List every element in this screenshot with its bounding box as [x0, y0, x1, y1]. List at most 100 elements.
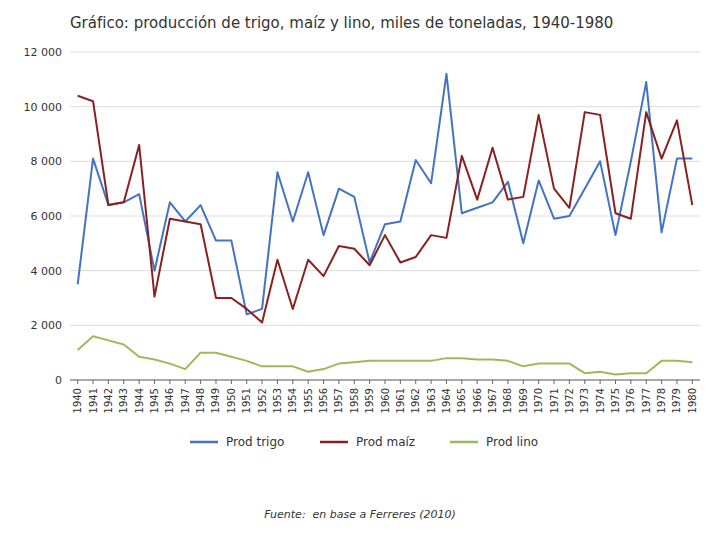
x-tick-label: 1968: [502, 388, 513, 413]
x-tick: [185, 380, 186, 384]
x-tick-label: 1978: [656, 388, 667, 413]
y-tick-label: 8 000: [31, 155, 63, 168]
x-tick: [108, 380, 109, 384]
x-tick: [446, 380, 447, 384]
x-tick: [123, 380, 124, 384]
x-tick-label: 1961: [395, 388, 406, 413]
x-tick-label: 1941: [88, 388, 99, 413]
legend: Prod trigo Prod maíz Prod lino: [190, 435, 538, 449]
x-tick: [415, 380, 416, 384]
x-tick-label: 1965: [456, 388, 467, 413]
x-tick: [169, 380, 170, 384]
x-tick: [338, 380, 339, 384]
x-tick-label: 1955: [303, 388, 314, 413]
x-tick: [676, 380, 677, 384]
x-tick-label: 1973: [579, 388, 590, 413]
x-tick: [139, 380, 140, 384]
x-tick: [507, 380, 508, 384]
x-tick-label: 1975: [610, 388, 621, 413]
x-tick-label: 1979: [671, 388, 682, 413]
legend-label: Prod trigo: [226, 435, 284, 449]
x-tick-label: 1953: [272, 388, 283, 413]
x-tick: [400, 380, 401, 384]
x-tick: [93, 380, 94, 384]
x-tick-label: 1942: [103, 388, 114, 413]
x-tick-label: 1964: [441, 388, 452, 413]
x-tick-label: 1976: [625, 388, 636, 413]
lines: [78, 74, 693, 375]
x-tick: [615, 380, 616, 384]
x-tick: [215, 380, 216, 384]
grid-line: [70, 106, 700, 107]
x-tick: [646, 380, 647, 384]
series-line: [78, 336, 693, 374]
x-tick: [461, 380, 462, 384]
y-tick-label: 12 000: [24, 46, 63, 59]
legend-swatch: [450, 441, 478, 444]
x-tick-label: 1958: [349, 388, 360, 413]
legend-label: Prod maíz: [356, 435, 415, 449]
grid-line: [70, 216, 700, 217]
x-tick-label: 1974: [595, 388, 606, 413]
grid-line: [70, 325, 700, 326]
x-tick: [354, 380, 355, 384]
legend-label: Prod lino: [486, 435, 538, 449]
x-tick-label: 1970: [533, 388, 544, 413]
series-line: [78, 96, 693, 323]
grid-line: [70, 161, 700, 162]
x-tick: [630, 380, 631, 384]
x-tick-label: 1969: [518, 388, 529, 413]
x-tick-label: 1960: [380, 388, 391, 413]
x-tick: [262, 380, 263, 384]
x-tick: [492, 380, 493, 384]
y-tick-label: 4 000: [31, 265, 63, 278]
x-tick-label: 1945: [149, 388, 160, 413]
x-tick-label: 1954: [287, 388, 298, 413]
x-tick: [154, 380, 155, 384]
x-tick-label: 1966: [472, 388, 483, 413]
x-tick-label: 1946: [164, 388, 175, 413]
y-tick-label: 10 000: [24, 101, 63, 114]
x-tick: [554, 380, 555, 384]
x-tick-label: 1940: [72, 388, 83, 413]
x-tick-label: 1956: [318, 388, 329, 413]
x-tick: [584, 380, 585, 384]
x-tick: [523, 380, 524, 384]
x-tick-label: 1950: [226, 388, 237, 413]
x-tick-label: 1957: [333, 388, 344, 413]
x-tick: [477, 380, 478, 384]
x-tick-label: 1947: [180, 388, 191, 413]
legend-swatch: [320, 441, 348, 444]
legend-swatch: [190, 441, 218, 444]
x-tick: [431, 380, 432, 384]
x-tick-label: 1963: [426, 388, 437, 413]
chart: Gráfico: producción de trigo, maíz y lin…: [0, 0, 720, 540]
x-tick: [538, 380, 539, 384]
x-tick: [308, 380, 309, 384]
x-tick: [292, 380, 293, 384]
x-tick-label: 1967: [487, 388, 498, 413]
y-tick-label: 0: [55, 374, 62, 387]
x-tick-label: 1980: [687, 388, 698, 413]
x-tick-label: 1959: [364, 388, 375, 413]
grid-line: [70, 270, 700, 271]
x-tick-label: 1949: [210, 388, 221, 413]
title: Gráfico: producción de trigo, maíz y lin…: [70, 14, 613, 32]
x-tick: [77, 380, 78, 384]
x-tick: [246, 380, 247, 384]
source-note: Fuente: en base a Ferreres (2010): [264, 508, 456, 521]
y-tick-label: 2 000: [31, 319, 63, 332]
x-tick: [569, 380, 570, 384]
x-tick: [661, 380, 662, 384]
x-tick-label: 1951: [241, 388, 252, 413]
x-tick: [323, 380, 324, 384]
x-tick: [600, 380, 601, 384]
x-tick-label: 1943: [118, 388, 129, 413]
y-tick-label: 6 000: [31, 210, 63, 223]
x-tick-label: 1952: [257, 388, 268, 413]
y-axis: 0 2 000 4 000 6 000 8 000 10 000 12 000: [24, 46, 701, 387]
x-tick: [369, 380, 370, 384]
x-tick-label: 1977: [641, 388, 652, 413]
x-tick-label: 1971: [549, 388, 560, 413]
x-tick: [385, 380, 386, 384]
